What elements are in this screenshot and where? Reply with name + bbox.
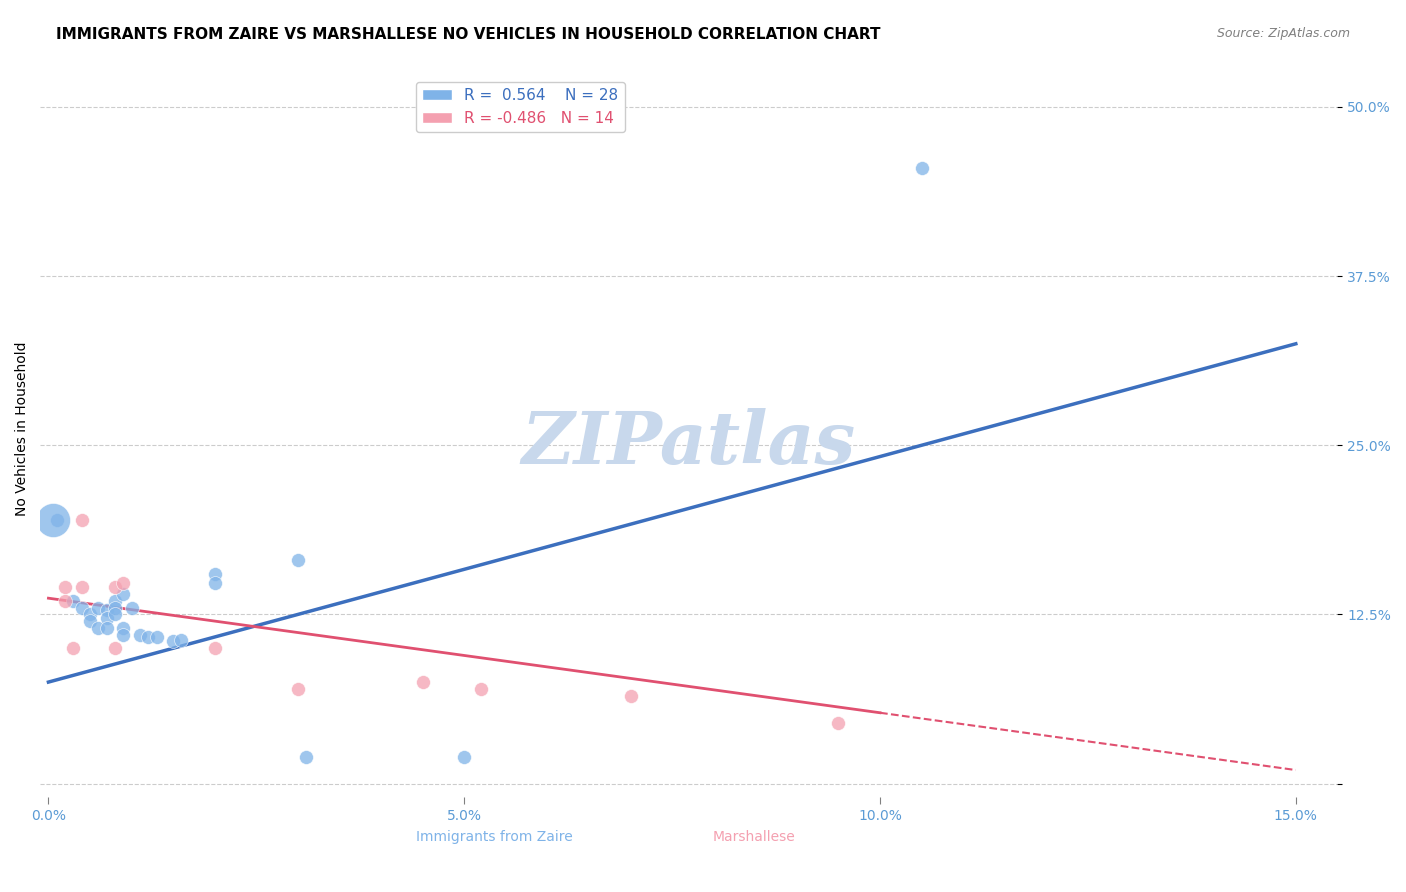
- Point: [104, 580, 127, 594]
- Point: [96, 611, 118, 625]
- Point: [287, 681, 309, 696]
- Point: [45, 513, 67, 527]
- Point: [41, 513, 63, 527]
- Text: ZIPatlas: ZIPatlas: [522, 408, 856, 479]
- Point: [162, 634, 184, 648]
- Point: [53, 580, 76, 594]
- Point: [112, 587, 135, 601]
- Point: [204, 566, 226, 581]
- Point: [70, 600, 93, 615]
- Point: [136, 631, 159, 645]
- Point: [827, 715, 849, 730]
- Point: [70, 513, 93, 527]
- Legend: R =  0.564    N = 28, R = -0.486   N = 14: R = 0.564 N = 28, R = -0.486 N = 14: [416, 82, 624, 132]
- Point: [112, 576, 135, 591]
- Point: [96, 621, 118, 635]
- Point: [104, 594, 127, 608]
- Point: [204, 576, 226, 591]
- Point: [53, 594, 76, 608]
- Y-axis label: No Vehicles in Household: No Vehicles in Household: [15, 341, 30, 516]
- Point: [170, 633, 193, 648]
- Point: [121, 600, 143, 615]
- Text: Immigrants from Zaire: Immigrants from Zaire: [416, 830, 572, 845]
- Point: [79, 614, 101, 628]
- Point: [112, 621, 135, 635]
- Text: IMMIGRANTS FROM ZAIRE VS MARSHALLESE NO VEHICLES IN HOUSEHOLD CORRELATION CHART: IMMIGRANTS FROM ZAIRE VS MARSHALLESE NO …: [56, 27, 880, 42]
- Point: [112, 628, 135, 642]
- Point: [412, 675, 434, 690]
- Point: [129, 628, 152, 642]
- Point: [70, 580, 93, 594]
- Point: [87, 621, 110, 635]
- Point: [104, 607, 127, 622]
- Point: [62, 641, 84, 656]
- Point: [145, 631, 167, 645]
- Point: [470, 681, 492, 696]
- Text: Source: ZipAtlas.com: Source: ZipAtlas.com: [1216, 27, 1350, 40]
- Text: Marshallese: Marshallese: [713, 830, 794, 845]
- Point: [104, 641, 127, 656]
- Point: [87, 600, 110, 615]
- Point: [295, 749, 318, 764]
- Point: [287, 553, 309, 567]
- Point: [62, 594, 84, 608]
- Point: [453, 749, 475, 764]
- Point: [619, 689, 641, 703]
- Point: [104, 600, 127, 615]
- Point: [204, 641, 226, 656]
- Point: [96, 603, 118, 617]
- Point: [910, 161, 932, 175]
- Point: [79, 607, 101, 622]
